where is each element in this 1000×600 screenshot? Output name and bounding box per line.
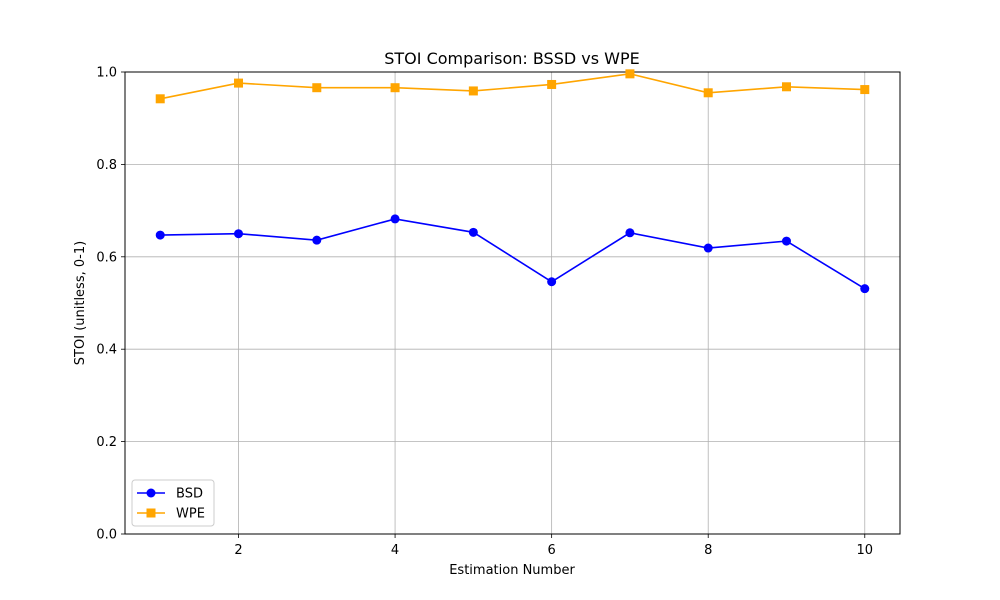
x-tick-label: 10 — [856, 543, 873, 558]
y-tick-label: 0.8 — [96, 158, 117, 173]
data-point-bsd — [781, 236, 791, 246]
ticks-layer: 2 4 6 8 10 0.0 0.2 0.4 0.6 0.8 1.0 — [96, 66, 873, 559]
plot-frame — [124, 71, 901, 535]
legend-marker-wpe — [146, 508, 156, 518]
series-line-wpe — [160, 73, 865, 100]
x-tick-label: 4 — [391, 543, 399, 558]
data-point-wpe — [625, 69, 635, 79]
x-tick-label: 6 — [548, 543, 556, 558]
legend-label-bsd: BSD — [176, 487, 203, 502]
data-point-bsd — [390, 214, 400, 224]
y-tick-label: 1.0 — [96, 66, 117, 81]
legend-marker-bsd — [146, 488, 156, 498]
data-point-bsd — [703, 243, 713, 253]
y-tick-label: 0.0 — [96, 528, 117, 543]
y-axis-title: STOI (unitless, 0-1) — [73, 241, 88, 365]
data-point-wpe — [390, 83, 400, 93]
data-point-wpe — [703, 88, 713, 98]
data-point-bsd — [547, 277, 557, 287]
legend: BSD WPE — [131, 479, 215, 527]
series-layer — [155, 69, 870, 294]
chart-title: STOI Comparison: BSSD vs WPE — [384, 49, 639, 68]
x-axis-title: Estimation Number — [449, 563, 575, 578]
data-point-wpe — [234, 78, 244, 88]
data-point-wpe — [781, 82, 791, 92]
y-tick-label: 0.6 — [96, 250, 117, 265]
x-tick-label: 8 — [704, 543, 712, 558]
legend-label-wpe: WPE — [176, 507, 205, 522]
data-point-bsd — [860, 284, 870, 294]
grid-layer — [125, 71, 900, 535]
data-point-bsd — [155, 230, 165, 240]
data-point-bsd — [625, 228, 635, 238]
data-point-bsd — [468, 227, 478, 237]
data-point-wpe — [547, 79, 557, 89]
x-tick-label: 2 — [234, 543, 242, 558]
data-point-bsd — [312, 235, 322, 245]
data-point-wpe — [155, 94, 165, 104]
data-point-wpe — [468, 86, 478, 96]
data-point-bsd — [234, 229, 244, 239]
data-point-wpe — [312, 83, 322, 93]
data-point-wpe — [860, 85, 870, 95]
series-line-bsd — [160, 218, 866, 290]
y-tick-label: 0.4 — [96, 343, 117, 358]
y-tick-label: 0.2 — [96, 435, 117, 450]
